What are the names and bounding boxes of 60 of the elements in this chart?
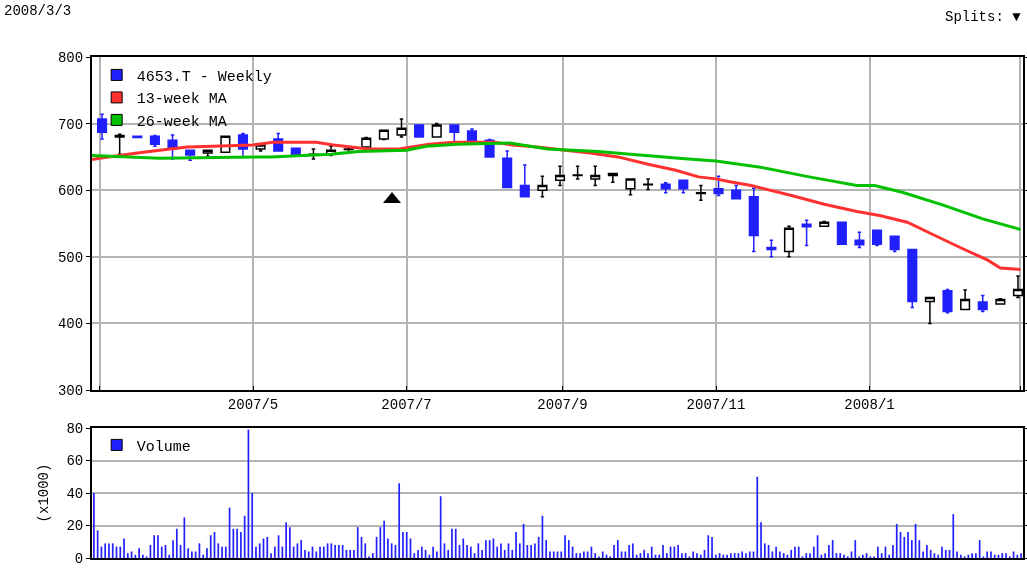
chart-subtitle: 2008/3/3 [4,3,72,19]
candlestick [396,118,407,138]
candlestick [449,124,460,143]
y-tick-label: 500 [57,249,84,266]
candlestick [907,248,918,309]
candlestick [502,150,513,189]
y-tick-label: 400 [57,316,84,333]
x-tick-label: 2007/11 [686,396,746,413]
candlestick [660,182,671,194]
candlestick [977,294,988,313]
candlestick [695,184,706,201]
y-tick-label: 700 [57,116,84,133]
candlestick [149,134,160,147]
candlestick [924,296,935,325]
candlestick [678,179,689,194]
candlestick [819,220,830,227]
candlestick [414,124,425,138]
legend-label: 13-week MA [136,91,227,109]
y-tick-label: 600 [57,183,84,200]
candlestick [202,149,213,157]
candlestick [643,178,654,191]
candlestick [801,219,812,247]
y-tick-label: 80 [66,420,84,437]
y-tick-label: 0 [74,550,84,567]
y-tick-label: 300 [57,382,84,399]
x-tick-label: 2008/1 [844,396,895,413]
y-tick-label: 20 [66,518,84,535]
candlestick [942,288,953,314]
y-tick-label: 40 [66,485,84,502]
candlestick [554,165,566,187]
candlestick [731,184,742,200]
candlestick [572,165,583,180]
candlestick [519,164,530,198]
candlestick [537,175,548,198]
candlestick [871,229,883,247]
candlestick [590,165,601,187]
text: Splits: ▼ [945,9,1022,25]
legend-label: Volume [136,438,191,456]
x-tick-label: 2007/9 [537,396,588,413]
legend-label: 26-week MA [136,113,227,131]
y-axis-title: (x1000) [36,463,53,523]
x-tick-label: 2007/7 [381,396,432,413]
candlestick [889,235,900,253]
line-series [92,141,1022,231]
candlestick [766,239,777,258]
candlestick [748,187,759,253]
y-tick-label: 60 [66,453,84,470]
candlestick [854,231,865,249]
candlestick [114,133,125,155]
candlestick [431,122,442,138]
x-tick-label: 2007/5 [227,396,279,413]
candlestick [836,221,847,245]
y-tick-label: 800 [57,49,84,66]
candlestick [713,175,724,197]
candlestick [960,289,971,311]
candlestick [783,225,795,258]
candlestick [97,113,108,140]
candlestick [625,178,636,196]
legend-label: 4653.T - Weekly [136,68,272,86]
candlestick [607,172,618,183]
